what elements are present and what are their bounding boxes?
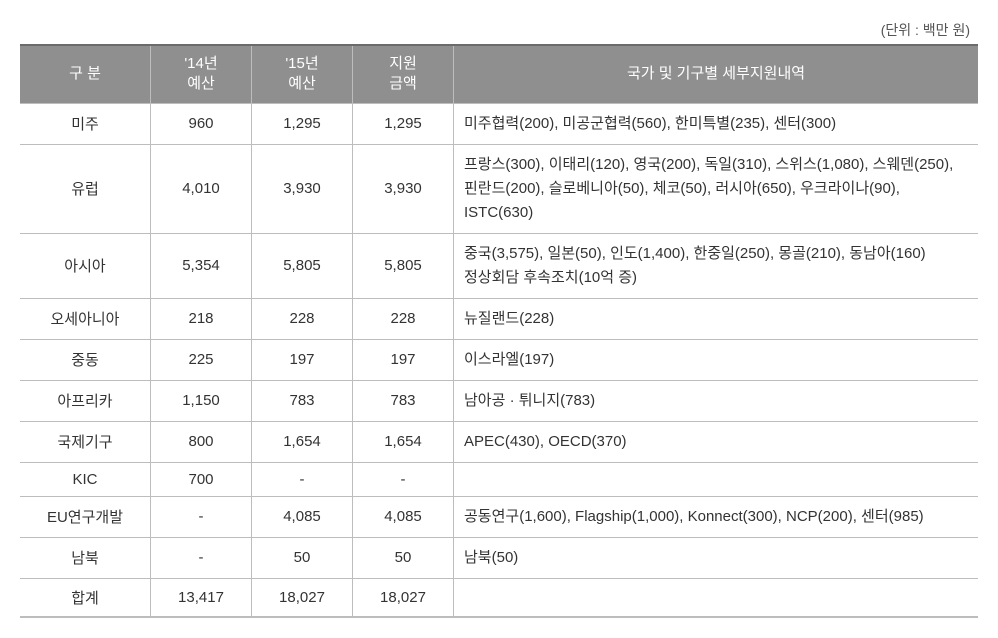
table-row: 국제기구8001,6541,654APEC(430), OECD(370) (20, 421, 978, 462)
cell-category: 중동 (20, 339, 151, 380)
col-header-category: 구 분 (20, 45, 151, 103)
cell-detail (454, 578, 979, 617)
cell-budget14: 13,417 (151, 578, 252, 617)
budget-table: 구 분 '14년예산 '15년예산 지원금액 국가 및 기구별 세부지원내역 미… (20, 44, 978, 618)
cell-budget14: 4,010 (151, 144, 252, 233)
table-row: 아프리카1,150783783남아공 · 튀니지(783) (20, 380, 978, 421)
cell-budget15: 197 (252, 339, 353, 380)
table-row: KIC700-- (20, 462, 978, 496)
cell-detail: 미주협력(200), 미공군협력(560), 한미특별(235), 센터(300… (454, 103, 979, 144)
table-row: 남북-5050남북(50) (20, 537, 978, 578)
cell-detail: 프랑스(300), 이태리(120), 영국(200), 독일(310), 스위… (454, 144, 979, 233)
unit-label: (단위 : 백만 원) (20, 20, 978, 40)
table-row: 합계13,41718,02718,027 (20, 578, 978, 617)
cell-support: 4,085 (353, 496, 454, 537)
cell-budget14: 960 (151, 103, 252, 144)
cell-support: 18,027 (353, 578, 454, 617)
cell-category: 남북 (20, 537, 151, 578)
cell-detail: APEC(430), OECD(370) (454, 421, 979, 462)
cell-support: 3,930 (353, 144, 454, 233)
cell-detail: 뉴질랜드(228) (454, 298, 979, 339)
cell-budget15: 1,654 (252, 421, 353, 462)
cell-detail (454, 462, 979, 496)
cell-budget15: 1,295 (252, 103, 353, 144)
cell-budget15: 50 (252, 537, 353, 578)
cell-budget14: 700 (151, 462, 252, 496)
col-header-budget15: '15년예산 (252, 45, 353, 103)
cell-category: KIC (20, 462, 151, 496)
cell-detail: 이스라엘(197) (454, 339, 979, 380)
cell-budget15: 4,085 (252, 496, 353, 537)
table-header-row: 구 분 '14년예산 '15년예산 지원금액 국가 및 기구별 세부지원내역 (20, 45, 978, 103)
cell-budget15: 3,930 (252, 144, 353, 233)
cell-category: 아프리카 (20, 380, 151, 421)
cell-category: 미주 (20, 103, 151, 144)
cell-support: - (353, 462, 454, 496)
cell-support: 1,295 (353, 103, 454, 144)
cell-support: 197 (353, 339, 454, 380)
col-header-budget14: '14년예산 (151, 45, 252, 103)
cell-detail: 공동연구(1,600), Flagship(1,000), Konnect(30… (454, 496, 979, 537)
cell-category: 아시아 (20, 233, 151, 298)
cell-budget14: 225 (151, 339, 252, 380)
col-header-support: 지원금액 (353, 45, 454, 103)
table-row: 오세아니아218228228뉴질랜드(228) (20, 298, 978, 339)
table-row: 아시아5,3545,8055,805중국(3,575), 일본(50), 인도(… (20, 233, 978, 298)
cell-budget15: 228 (252, 298, 353, 339)
table-body: 미주9601,2951,295미주협력(200), 미공군협력(560), 한미… (20, 103, 978, 617)
cell-budget15: 783 (252, 380, 353, 421)
cell-budget14: 1,150 (151, 380, 252, 421)
cell-support: 228 (353, 298, 454, 339)
col-header-detail: 국가 및 기구별 세부지원내역 (454, 45, 979, 103)
cell-category: EU연구개발 (20, 496, 151, 537)
cell-budget15: 5,805 (252, 233, 353, 298)
cell-category: 오세아니아 (20, 298, 151, 339)
table-row: 미주9601,2951,295미주협력(200), 미공군협력(560), 한미… (20, 103, 978, 144)
cell-support: 1,654 (353, 421, 454, 462)
cell-support: 5,805 (353, 233, 454, 298)
table-row: 중동225197197이스라엘(197) (20, 339, 978, 380)
cell-detail: 남북(50) (454, 537, 979, 578)
cell-budget14: 218 (151, 298, 252, 339)
cell-support: 50 (353, 537, 454, 578)
cell-budget15: - (252, 462, 353, 496)
cell-budget14: - (151, 537, 252, 578)
cell-budget14: 800 (151, 421, 252, 462)
cell-support: 783 (353, 380, 454, 421)
cell-detail: 남아공 · 튀니지(783) (454, 380, 979, 421)
cell-category: 유럽 (20, 144, 151, 233)
table-row: 유럽4,0103,9303,930프랑스(300), 이태리(120), 영국(… (20, 144, 978, 233)
cell-category: 국제기구 (20, 421, 151, 462)
cell-budget15: 18,027 (252, 578, 353, 617)
cell-detail: 중국(3,575), 일본(50), 인도(1,400), 한중일(250), … (454, 233, 979, 298)
cell-budget14: - (151, 496, 252, 537)
table-row: EU연구개발-4,0854,085공동연구(1,600), Flagship(1… (20, 496, 978, 537)
cell-category: 합계 (20, 578, 151, 617)
cell-budget14: 5,354 (151, 233, 252, 298)
